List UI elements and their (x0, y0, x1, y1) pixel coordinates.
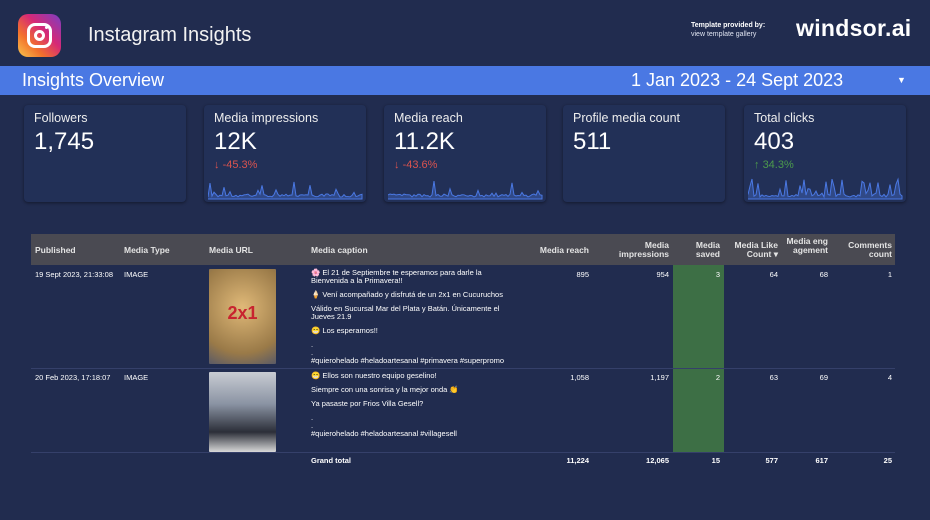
scorecard-label: Total clicks (754, 111, 815, 125)
report-title: Instagram Insights (88, 24, 252, 46)
windsor-logo[interactable]: windsor.ai (796, 15, 912, 41)
row-divider (31, 368, 895, 369)
caption-line: 😁 Los esperamos!! (311, 326, 378, 335)
scorecard-media-reach: Media reach 11.2K ↓ -43.6% (384, 105, 546, 202)
scorecard-change: ↓ -45.3% (214, 159, 258, 171)
published-cell: 20 Feb 2023, 17:18:07 (35, 373, 111, 382)
col-media-url[interactable]: Media URL (209, 245, 253, 255)
caption-cell: 🌸 El 21 de Septiembre te esperamos para … (311, 269, 504, 371)
sparkline (748, 177, 903, 200)
arrow-down-icon: ↓ (214, 159, 220, 171)
reach-cell: 1,058 (570, 373, 589, 382)
scorecard-profile-media-count: Profile media count 511 (563, 105, 725, 202)
total-likes: 577 (765, 456, 778, 465)
arrow-down-icon: ↓ (394, 159, 400, 171)
media-type-cell: IMAGE (124, 373, 149, 382)
caption-line: . . #quierohelado #heladoartesanal #vill… (311, 413, 457, 438)
total-reach: 11,224 (566, 456, 589, 465)
col-media-engagement[interactable]: Media engagement (786, 236, 828, 255)
published-cell: 19 Sept 2023, 21:33:08 (35, 270, 113, 279)
caption-line: . . #quierohelado #heladoartesanal #prim… (311, 340, 505, 365)
media-thumbnail[interactable]: 2x1 (209, 269, 276, 364)
scorecard-label: Media reach (394, 111, 463, 125)
total-comments: 25 (883, 456, 892, 465)
total-engagement: 617 (815, 456, 828, 465)
arrow-up-icon: ↑ (754, 159, 760, 171)
caption-line: 🌸 El 21 de Septiembre te esperamos para … (311, 268, 482, 285)
caption-line: 🍦 Vení acompañado y disfrutá de un 2x1 e… (311, 290, 503, 299)
likes-cell: 63 (769, 373, 778, 382)
scorecard-value: 11.2K (394, 128, 455, 155)
scorecard-value: 511 (573, 128, 612, 155)
engagement-cell: 68 (819, 270, 828, 279)
total-saved: 15 (711, 456, 720, 465)
col-media-reach[interactable]: Media reach (539, 245, 589, 255)
col-media-saved[interactable]: Media saved (695, 240, 720, 259)
caption-line: Siempre con una sonrisa y la mejor onda … (311, 385, 459, 394)
provided-by-label: Template provided by: (691, 22, 766, 29)
scorecard-change: ↓ -43.6% (394, 159, 438, 171)
saved-cell: 3 (715, 270, 720, 279)
scorecard-value: 1,745 (34, 128, 95, 155)
media-type-cell: IMAGE (124, 270, 149, 279)
sparkline (388, 180, 543, 200)
scorecard-total-clicks: Total clicks 403 ↑ 34.3% (744, 105, 906, 202)
saved-cell: 2 (715, 373, 720, 382)
col-media-impressions[interactable]: Media impressions (618, 240, 669, 259)
impressions-cell: 954 (656, 270, 669, 279)
scorecard-label: Media impressions (214, 111, 319, 125)
saved-highlight (673, 265, 724, 452)
scorecard-change: ↑ 34.3% (754, 159, 794, 171)
grand-total-label: Grand total (311, 456, 352, 465)
caption-line: Ya pasaste por Frios Villa Gesell? (311, 399, 424, 408)
col-comments-count[interactable]: Comments count (848, 240, 892, 259)
table-header: Published Media Type Media URL Media cap… (31, 234, 895, 265)
section-title: Insights Overview (22, 70, 165, 90)
comments-cell: 1 (887, 270, 892, 279)
overview-band: Insights Overview 1 Jan 2023 - 24 Sept 2… (0, 66, 930, 95)
template-credit: Template provided by: view template gall… (691, 21, 765, 39)
col-published[interactable]: Published (35, 245, 76, 255)
caption-line: Válido en Sucursal Mar del Plata y Batán… (311, 304, 500, 321)
view-template-gallery-link[interactable]: view template gallery (691, 31, 757, 38)
caption-line: 😁 Ellos son nuestro equipo geselino! (311, 371, 437, 380)
sort-desc-icon: ▾ (773, 249, 778, 259)
col-media-caption[interactable]: Media caption (311, 245, 368, 255)
media-thumbnail[interactable] (209, 372, 276, 452)
impressions-cell: 1,197 (650, 373, 669, 382)
row-divider (31, 452, 895, 453)
col-media-like-count[interactable]: Media Like Count ▾ (734, 240, 778, 259)
likes-cell: 64 (769, 270, 778, 279)
chevron-down-icon[interactable]: ▼ (897, 75, 906, 85)
reach-cell: 895 (576, 270, 589, 279)
comments-cell: 4 (887, 373, 892, 382)
total-impressions: 12,065 (646, 456, 669, 465)
scorecard-value: 403 (754, 128, 795, 155)
caption-cell: 😁 Ellos son nuestro equipo geselino! Siem… (311, 372, 459, 444)
scorecard-followers: Followers 1,745 (24, 105, 186, 202)
instagram-logo-icon (18, 14, 61, 57)
scorecard-label: Profile media count (573, 111, 681, 125)
sparkline (208, 181, 363, 200)
engagement-cell: 69 (819, 373, 828, 382)
date-range-picker[interactable]: 1 Jan 2023 - 24 Sept 2023 (631, 70, 844, 90)
scorecard-media-impressions: Media impressions 12K ↓ -45.3% (204, 105, 366, 202)
scorecard-value: 12K (214, 128, 257, 155)
scorecard-label: Followers (34, 111, 88, 125)
col-media-type[interactable]: Media Type (124, 245, 170, 255)
